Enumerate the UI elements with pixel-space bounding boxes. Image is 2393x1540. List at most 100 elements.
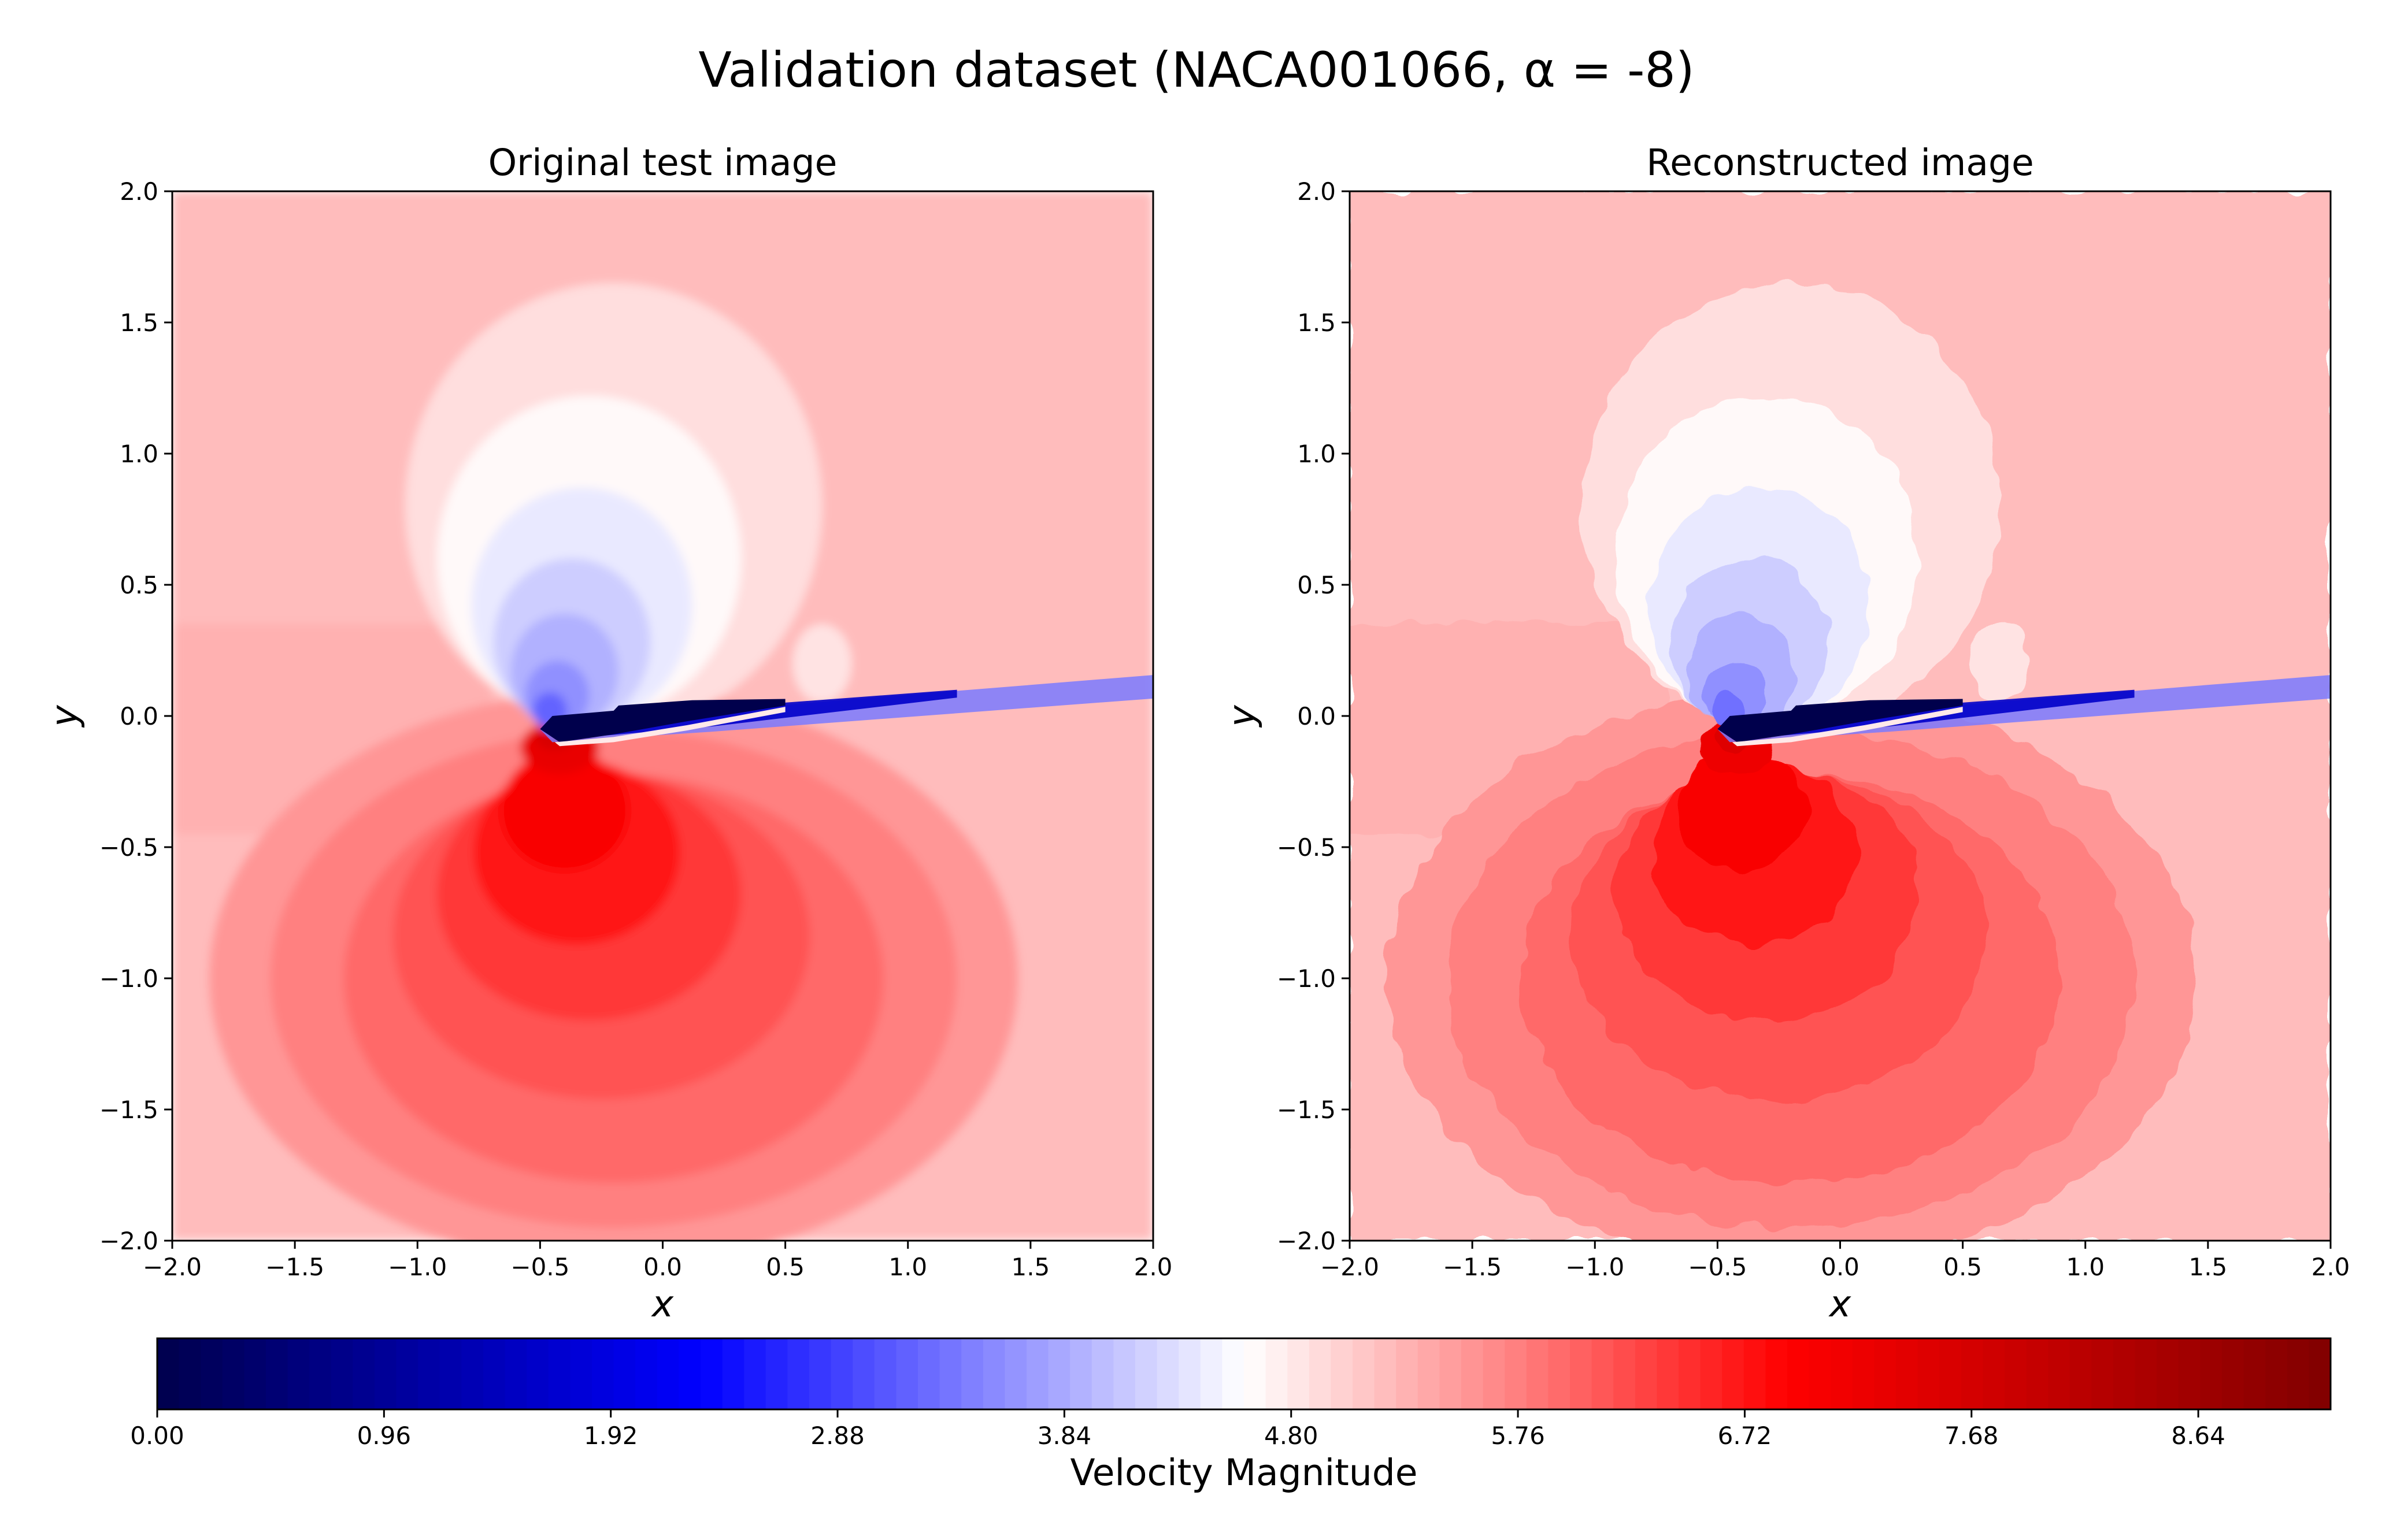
colorbar-swatch [1983, 1338, 2005, 1409]
y-tick-label: 0.5 [1297, 571, 1336, 599]
colorbar-swatch [1157, 1338, 1180, 1409]
colorbar-swatch [2222, 1338, 2244, 1409]
colorbar-swatch [1091, 1338, 1114, 1409]
lower-lobe-contour [501, 750, 629, 871]
colorbar-tick-label: 2.88 [810, 1422, 865, 1450]
colorbar-swatch [1700, 1338, 1723, 1409]
colorbar-swatch [1570, 1338, 1592, 1409]
colorbar-tick-label: 0.96 [357, 1422, 412, 1450]
panel-title-original: Original test image [488, 142, 838, 184]
colorbar-swatch [266, 1338, 288, 1409]
colorbar-swatch [939, 1338, 962, 1409]
colorbar-swatch [2243, 1338, 2266, 1409]
y-tick-label: 2.0 [1297, 177, 1336, 206]
colorbar-swatch [1874, 1338, 1896, 1409]
colorbar-swatch [222, 1338, 245, 1409]
x-tick-label: 0.5 [766, 1253, 805, 1281]
colorbar-swatch [439, 1338, 462, 1409]
y-tick-label: −0.5 [1277, 833, 1336, 862]
colorbar-tick-label: 0.00 [130, 1422, 184, 1450]
y-tick-label: −2.0 [99, 1227, 158, 1255]
y-axis-original: −2.0 −1.5 −1.0 −0.5 0.0 0.5 1.0 1.5 2.0 [99, 177, 172, 1255]
x-axis-label-reconstructed: x [1828, 1283, 1851, 1325]
colorbar-swatch [1353, 1338, 1375, 1409]
colorbar-swatch [1483, 1338, 1506, 1409]
colorbar-frame [156, 1337, 2332, 1411]
colorbar-swatch [1809, 1338, 1832, 1409]
colorbar-swatch [1113, 1338, 1136, 1409]
x-tick-label: 1.5 [2188, 1253, 2227, 1281]
y-tick-label: 1.5 [120, 309, 158, 337]
colorbar-swatch [1743, 1338, 1766, 1409]
colorbar-swatch [1005, 1338, 1027, 1409]
colorbar-swatch [2048, 1338, 2070, 1409]
x-tick-label: −1.0 [388, 1253, 447, 1281]
panel-reconstructed: Reconstructed image −2.0 −1.5 −1.0 −0.5 0.0 0… [1221, 142, 2350, 1325]
colorbar-swatch [2069, 1338, 2092, 1409]
x-tick-label: −0.5 [510, 1253, 569, 1281]
airfoil-low-speed-core [1717, 699, 1963, 743]
colorbar-swatch [179, 1338, 202, 1409]
colorbar-swatch [1635, 1338, 1658, 1409]
colorbar-swatch [831, 1338, 854, 1409]
colorbar-swatch [679, 1338, 701, 1409]
colorbar-swatch [1831, 1338, 1853, 1409]
x-tick-label: 1.0 [888, 1253, 927, 1281]
y-tick-label: −1.0 [1277, 964, 1336, 993]
y-tick-label: −0.5 [99, 833, 158, 862]
x-tick-label: −1.5 [1443, 1253, 1502, 1281]
colorbar-swatches [157, 1338, 2331, 1409]
x-axis-reconstructed: −2.0 −1.5 −1.0 −0.5 0.0 0.5 1.0 1.5 2.0 [1320, 1241, 2350, 1281]
colorbar-swatch [765, 1338, 788, 1409]
colorbar-swatch [1657, 1338, 1679, 1409]
airfoil-low-speed-core [540, 699, 786, 743]
colorbar-swatch [2091, 1338, 2114, 1409]
colorbar-swatch [2309, 1338, 2331, 1409]
colorbar-ticks: 0.00 0.96 1.92 2.88 3.84 4.80 5.76 6.72 7.68 8.64 [130, 1409, 2225, 1450]
colorbar-swatch [331, 1338, 354, 1409]
colorbar-swatch [375, 1338, 397, 1409]
colorbar-swatch [353, 1338, 375, 1409]
colorbar-tick-label: 6.72 [1718, 1422, 1772, 1450]
heatmap-reconstructed [1350, 191, 2331, 1241]
colorbar-swatch [2287, 1338, 2310, 1409]
x-tick-label: 2.0 [1134, 1253, 1173, 1281]
colorbar-swatch [722, 1338, 745, 1409]
colorbar-swatch [1722, 1338, 1744, 1409]
y-tick-label: −2.0 [1277, 1227, 1336, 1255]
y-tick-label: 1.0 [120, 440, 158, 468]
colorbar-swatch [1244, 1338, 1266, 1409]
colorbar-swatch [592, 1338, 614, 1409]
y-tick-label: 2.0 [120, 177, 158, 206]
colorbar-swatch [287, 1338, 310, 1409]
colorbar-swatch [635, 1338, 658, 1409]
colorbar-swatch [1765, 1338, 1788, 1409]
colorbar-swatch [2265, 1338, 2288, 1409]
trailing-patch [1970, 624, 2029, 703]
colorbar-swatch [201, 1338, 223, 1409]
colorbar-swatch [874, 1338, 897, 1409]
colorbar-swatch [1896, 1338, 1918, 1409]
colorbar-swatch [1027, 1338, 1049, 1409]
x-tick-label: −0.5 [1688, 1253, 1747, 1281]
y-axis-label-original: y [43, 705, 86, 728]
colorbar-tick-label: 8.64 [2171, 1422, 2225, 1450]
colorbar-swatch [1526, 1338, 1549, 1409]
colorbar-label: Velocity Magnitude [1070, 1452, 1418, 1494]
y-tick-label: 0.0 [1297, 702, 1336, 730]
y-tick-label: 0.5 [120, 571, 158, 599]
colorbar-swatch [418, 1338, 440, 1409]
colorbar-tick-label: 5.76 [1491, 1422, 1545, 1450]
x-tick-label: −2.0 [143, 1253, 202, 1281]
colorbar-swatch [2135, 1338, 2158, 1409]
colorbar-swatch [461, 1338, 484, 1409]
colorbar-swatch [396, 1338, 419, 1409]
colorbar-swatch [2005, 1338, 2027, 1409]
colorbar-swatch [1331, 1338, 1353, 1409]
x-tick-label: 1.0 [2066, 1253, 2105, 1281]
x-tick-label: 2.0 [2311, 1253, 2350, 1281]
colorbar-swatch [309, 1338, 332, 1409]
colorbar-swatch [2113, 1338, 2136, 1409]
x-axis-original: −2.0 −1.5 −1.0 −0.5 0.0 0.5 1.0 1.5 2.0 [143, 1241, 1172, 1281]
